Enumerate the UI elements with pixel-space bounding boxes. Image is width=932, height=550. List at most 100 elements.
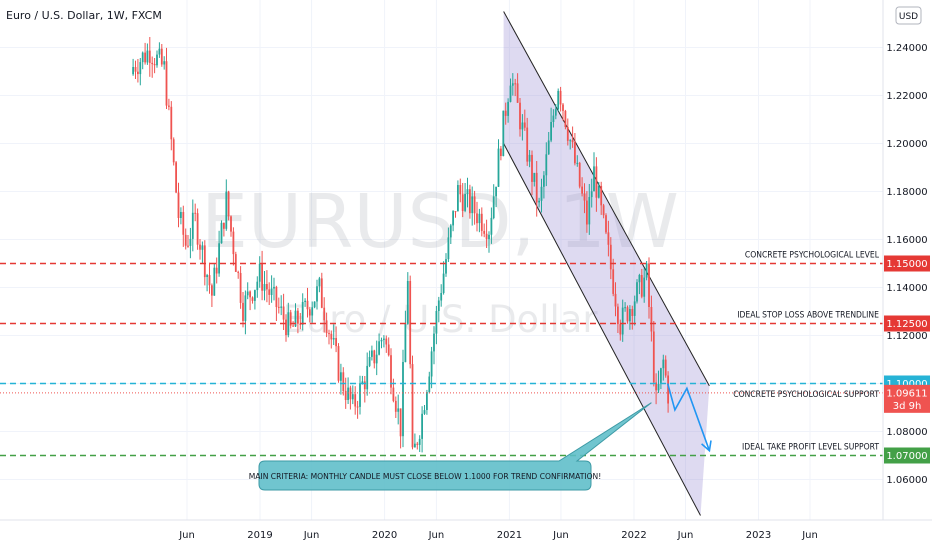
candle-body xyxy=(485,233,488,240)
candle-body xyxy=(187,245,189,247)
candle-body xyxy=(194,212,197,214)
candle-body xyxy=(282,306,285,320)
candle-body xyxy=(638,275,641,283)
candle-body xyxy=(554,109,557,116)
candle-body xyxy=(215,267,218,274)
candle-body xyxy=(208,275,211,286)
candle-body xyxy=(337,346,340,381)
candle-body xyxy=(385,338,388,345)
candle-body xyxy=(650,307,653,332)
candle-body xyxy=(588,197,591,225)
candle-body xyxy=(502,110,505,156)
candle-body xyxy=(311,307,314,316)
time-tick-label: Jun xyxy=(178,530,195,541)
candle-body xyxy=(409,281,412,365)
candle-body xyxy=(655,382,657,391)
candle-body xyxy=(318,278,321,287)
candle-body xyxy=(390,355,392,388)
candle-body xyxy=(313,301,316,308)
candle-body xyxy=(507,101,509,116)
candle-body xyxy=(237,271,240,273)
candle-body xyxy=(399,408,402,437)
candle-body xyxy=(163,61,166,65)
candle-body xyxy=(277,306,280,308)
candle-body xyxy=(153,64,156,66)
candle-body xyxy=(387,344,390,356)
level-label: IDEAL STOP LOSS ABOVE TRENDLINE xyxy=(737,311,879,321)
candle-body xyxy=(490,217,493,235)
candle-body xyxy=(440,293,443,301)
candle-body xyxy=(404,323,407,363)
time-tick-label: Jun xyxy=(303,530,320,541)
candle-body xyxy=(538,200,540,203)
candle-body xyxy=(273,286,275,289)
candle-body xyxy=(330,333,333,340)
candle-body xyxy=(191,212,194,239)
candle-body xyxy=(239,273,242,303)
candle-body xyxy=(139,62,142,75)
candle-body xyxy=(141,52,144,63)
candle-body xyxy=(335,338,337,347)
candle-body xyxy=(576,162,579,164)
candle-body xyxy=(254,290,256,301)
drawings: MAIN CRITERIA: MONTHLY CANDLE MUST CLOSE… xyxy=(249,383,712,491)
candle-body xyxy=(595,166,598,198)
time-tick-label: 2021 xyxy=(497,530,522,541)
price-tick-label: 1.16000 xyxy=(886,235,927,246)
candle-body xyxy=(421,413,423,439)
candle-body xyxy=(657,384,660,391)
candle-body xyxy=(600,185,603,206)
candle-body xyxy=(492,196,495,218)
candle-body xyxy=(289,312,292,326)
candle-body xyxy=(461,194,464,211)
candle-body xyxy=(402,362,404,437)
candle-body xyxy=(285,319,287,336)
candle-body xyxy=(213,267,216,296)
candle-body xyxy=(244,295,247,321)
candle-body xyxy=(308,309,311,316)
candle-body xyxy=(316,286,318,302)
candle-body xyxy=(583,193,586,201)
candle-body xyxy=(533,172,536,182)
currency-button-frame[interactable] xyxy=(895,6,922,25)
candle-body xyxy=(547,140,550,155)
candle-body xyxy=(535,172,538,203)
candle-body xyxy=(667,375,669,404)
level-label: CONCRETE PSYCHOLOGICAL LEVEL xyxy=(745,251,880,261)
candles xyxy=(132,37,669,453)
time-tick-label: Jun xyxy=(552,530,569,541)
candle-body xyxy=(500,148,502,156)
candle-body xyxy=(464,194,466,211)
candle-body xyxy=(275,286,278,307)
candle-body xyxy=(526,127,529,162)
candle-body xyxy=(223,222,225,229)
candle-body xyxy=(466,189,469,195)
candle-body xyxy=(256,281,259,291)
candle-body xyxy=(416,443,419,445)
callout-text: MAIN CRITERIA: MONTHLY CANDLE MUST CLOSE… xyxy=(249,472,602,481)
candle-body xyxy=(473,196,476,214)
candle-body xyxy=(643,277,646,297)
candle-body xyxy=(304,300,306,302)
candle-body xyxy=(480,213,483,231)
candle-body xyxy=(146,50,149,63)
levels: CONCRETE PSYCHOLOGICAL LEVEL IDEAL STOP L… xyxy=(0,251,883,457)
candle-body xyxy=(574,142,576,164)
candle-body xyxy=(165,61,168,106)
candle-body xyxy=(203,245,206,278)
candle-body xyxy=(392,387,395,401)
candle-body xyxy=(199,244,201,250)
candle-body xyxy=(557,90,560,110)
currency-button-label[interactable]: USD xyxy=(899,12,918,22)
candle-body xyxy=(220,222,223,244)
candle-body xyxy=(258,263,261,282)
candle-body xyxy=(449,225,452,238)
candle-body xyxy=(590,191,593,198)
currency-button[interactable]: USD xyxy=(895,6,922,25)
candle-body xyxy=(566,127,569,141)
current-price-tag-label: 1.09611 xyxy=(886,388,927,399)
candle-body xyxy=(158,48,161,55)
candle-body xyxy=(354,394,357,407)
candle-body xyxy=(519,102,521,130)
